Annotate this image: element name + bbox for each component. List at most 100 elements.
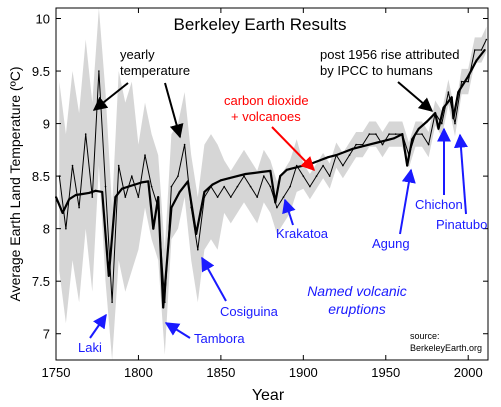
data-point-co2-1982 xyxy=(437,127,440,130)
annotation-yearly: yearly xyxy=(120,47,155,62)
data-point-co2-1794 xyxy=(127,185,130,188)
data-point-co2-1840 xyxy=(203,190,206,193)
arrow-cosiguina xyxy=(201,256,227,302)
data-point-yearly-1928 xyxy=(348,154,351,156)
y-axis-label: Average Earth Land Temperature (ºC) xyxy=(7,67,23,302)
data-point-co2-1945 xyxy=(376,141,379,144)
data-point-co2-1860 xyxy=(236,175,239,178)
data-point-co2-1820 xyxy=(170,206,173,209)
data-point-co2-1766 xyxy=(81,193,84,195)
data-point-co2-1991 xyxy=(452,117,455,120)
x-tick-label-2000: 2000 xyxy=(454,365,483,380)
label-krakatoa: Krakatoa xyxy=(276,226,329,241)
data-point-co2-1825 xyxy=(178,190,181,193)
data-point-co2-1865 xyxy=(244,173,247,175)
data-point-yearly-1804 xyxy=(144,154,146,156)
arrow-yearly-right xyxy=(164,82,184,139)
annotation-eruptions: eruptions xyxy=(328,301,386,317)
data-point-yearly-1976 xyxy=(427,143,430,146)
y-tick-label-8.5: 8.5 xyxy=(32,169,50,184)
data-point-yearly-1820 xyxy=(170,185,173,188)
data-point-yearly-1884 xyxy=(276,206,278,209)
data-point-yearly-1856 xyxy=(230,196,232,198)
x-tick-label-1800: 1800 xyxy=(124,365,153,380)
data-point-co2-1963 xyxy=(406,164,409,167)
data-point-co2-1930 xyxy=(351,147,354,150)
x-axis: 1750 1800 1850 1900 1950 2000 xyxy=(42,8,483,380)
data-point-yearly-1900 xyxy=(302,175,305,177)
data-point-yearly-1944 xyxy=(375,133,377,135)
data-point-yearly-1992 xyxy=(454,122,456,125)
data-point-yearly-1896 xyxy=(295,164,298,167)
data-point-yearly-1868 xyxy=(249,185,252,188)
data-point-co2-1754 xyxy=(61,211,64,214)
data-point-yearly-1988 xyxy=(447,91,450,93)
data-point-yearly-1908 xyxy=(315,175,318,177)
arrow-agung xyxy=(399,168,416,235)
data-point-yearly-1904 xyxy=(309,185,311,188)
arrow-laki xyxy=(89,313,107,339)
data-point-yearly-1936 xyxy=(361,143,364,146)
data-point-co2-1782 xyxy=(107,274,110,277)
x-tick-label-1850: 1850 xyxy=(206,365,235,380)
arrow-tambora xyxy=(164,322,191,339)
annotation-named-volcanic: Named volcanic xyxy=(307,283,407,299)
data-point-yearly-1972 xyxy=(421,133,423,135)
data-point-yearly-1996 xyxy=(460,80,463,83)
data-point-co2-1955 xyxy=(393,137,395,140)
data-point-yearly-1864 xyxy=(243,175,245,177)
data-point-yearly-1984 xyxy=(441,122,443,125)
data-point-co2-1835 xyxy=(195,232,198,235)
arrow-krakatoa xyxy=(282,198,296,226)
data-point-co2-1920 xyxy=(335,154,338,157)
annotation-co2: carbon dioxide xyxy=(224,93,309,108)
data-point-yearly-1952 xyxy=(388,133,390,135)
data-point-co2-1890 xyxy=(285,168,288,171)
data-point-yearly-1796 xyxy=(131,175,133,177)
data-point-yearly-1780 xyxy=(104,185,107,188)
y-tick-label-7.5: 7.5 xyxy=(32,274,50,289)
data-point-co2-1880 xyxy=(269,169,272,172)
x-tick-label-1950: 1950 xyxy=(371,365,400,380)
data-point-yearly-1824 xyxy=(177,175,179,177)
data-point-co2-1758 xyxy=(68,198,71,201)
data-point-yearly-1924 xyxy=(342,164,344,167)
data-point-co2-1812 xyxy=(157,196,160,199)
label-laki: Laki xyxy=(78,340,102,355)
data-point-co2-2010 xyxy=(483,49,486,51)
data-point-yearly-1756 xyxy=(65,227,67,230)
data-point-yearly-1880 xyxy=(269,185,272,188)
data-point-co2-1786 xyxy=(114,196,117,199)
data-point-co2-1802 xyxy=(140,181,143,184)
data-point-yearly-1836 xyxy=(197,248,199,251)
data-point-yearly-1792 xyxy=(124,196,127,198)
data-point-yearly-1760 xyxy=(71,164,74,167)
annotation-volcanoes: + volcanoes xyxy=(231,109,301,124)
data-point-yearly-1912 xyxy=(322,164,324,167)
x-tick-label-1900: 1900 xyxy=(289,365,318,380)
annotation-ipcc: by IPCC to humans xyxy=(320,63,433,78)
data-point-co2-1774 xyxy=(94,189,97,192)
data-point-yearly-2004 xyxy=(474,49,476,51)
data-point-yearly-1800 xyxy=(137,196,140,198)
label-chichon: Chichon xyxy=(415,197,463,212)
data-point-yearly-1784 xyxy=(111,301,113,304)
data-point-yearly-1828 xyxy=(183,143,186,146)
data-point-yearly-1860 xyxy=(236,185,239,188)
chart-title: Berkeley Earth Results xyxy=(174,15,347,34)
data-point-co2-1875 xyxy=(261,170,264,173)
data-point-co2-2005 xyxy=(475,59,478,62)
source-url: BerkeleyEarth.org xyxy=(410,343,482,353)
data-point-co2-1975 xyxy=(426,120,428,123)
data-point-yearly-1892 xyxy=(289,185,291,188)
label-tambora: Tambora xyxy=(194,331,245,346)
data-point-yearly-1956 xyxy=(394,133,397,135)
data-point-co2-1895 xyxy=(294,166,297,169)
label-agung: Agung xyxy=(372,236,410,251)
data-point-co2-1915 xyxy=(327,156,330,159)
data-point-co2-1883 xyxy=(274,201,277,204)
data-point-yearly-1776 xyxy=(98,70,100,72)
source-label: source: xyxy=(410,331,440,341)
arrow-yearly-left xyxy=(92,82,129,111)
data-point-yearly-1872 xyxy=(256,196,259,198)
